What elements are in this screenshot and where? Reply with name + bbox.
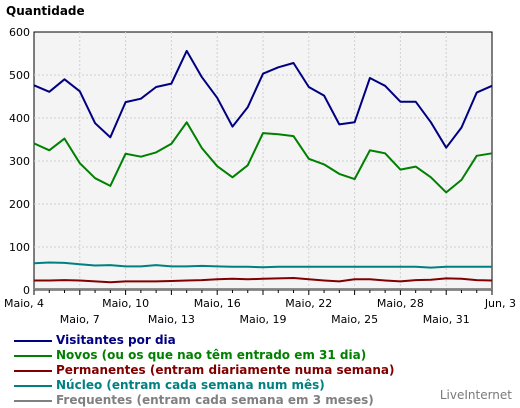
x-tick-label: Maio, 28	[377, 297, 424, 310]
y-tick-label: 100	[9, 241, 30, 254]
legend-item-permanentes: Permanentes (entram diariamente numa sem…	[14, 363, 414, 378]
legend-swatch-frequentes	[14, 399, 52, 402]
legend-swatch-nucleo	[14, 384, 52, 387]
series-line-permanentes	[34, 277, 493, 284]
y-tick-label: 500	[9, 69, 30, 82]
x-tick-label: Maio, 13	[148, 313, 195, 326]
x-tick-label: Maio, 4	[4, 297, 44, 310]
legend-label-permanentes: Permanentes (entram diariamente numa sem…	[56, 363, 395, 377]
y-tick-label: 600	[9, 26, 30, 39]
x-tick-label: Maio, 25	[331, 313, 378, 326]
y-axis: 0 100 200 300 400 500 600	[9, 26, 30, 297]
legend-label-visitantes: Visitantes por dia	[56, 333, 176, 347]
grid	[34, 32, 492, 290]
legend-item-novos: Novos (ou os que nao têm entrado em 31 d…	[14, 348, 414, 363]
series-line-novos	[33, 121, 493, 194]
series-lines	[33, 49, 493, 291]
legend-label-novos: Novos (ou os que nao têm entrado em 31 d…	[56, 348, 367, 362]
legend-label-frequentes: Frequentes (entram cada semana em 3 mese…	[56, 393, 374, 407]
chart-title: Quantidade	[6, 4, 85, 18]
y-tick-label: 200	[9, 198, 30, 211]
y-tick-label: 0	[23, 284, 30, 297]
legend-swatch-permanentes	[14, 369, 52, 372]
legend: Visitantes por dia Novos (ou os que nao …	[14, 333, 414, 408]
series-line-nu	[33, 261, 492, 269]
legend-item-visitantes: Visitantes por dia	[14, 333, 414, 348]
legend-item-nucleo: Núcleo (entram cada semana num mês)	[14, 378, 414, 393]
x-tick-label: Maio, 19	[239, 313, 286, 326]
legend-label-nucleo: Núcleo (entram cada semana num mês)	[56, 378, 325, 392]
series-line-visitantes	[33, 49, 493, 149]
legend-swatch-visitantes	[14, 339, 52, 342]
x-tick-label: Maio, 31	[423, 313, 470, 326]
legend-swatch-novos	[14, 354, 52, 357]
legend-item-frequentes: Frequentes (entram cada semana em 3 mese…	[14, 393, 414, 408]
x-tick-label: Maio, 7	[60, 313, 100, 326]
x-axis: Maio, 4 Maio, 10 Maio, 16 Maio, 22 Maio, 28 J…	[4, 290, 516, 326]
brand-liveinternet[interactable]: LiveInternet	[439, 388, 512, 402]
x-tick-label: Maio, 22	[285, 297, 332, 310]
x-tick-label: Maio, 16	[194, 297, 241, 310]
y-tick-label: 300	[9, 155, 30, 168]
x-tick-label: Maio, 10	[102, 297, 149, 310]
x-tick-label: Jun, 3	[484, 297, 516, 310]
y-tick-label: 400	[9, 112, 30, 125]
